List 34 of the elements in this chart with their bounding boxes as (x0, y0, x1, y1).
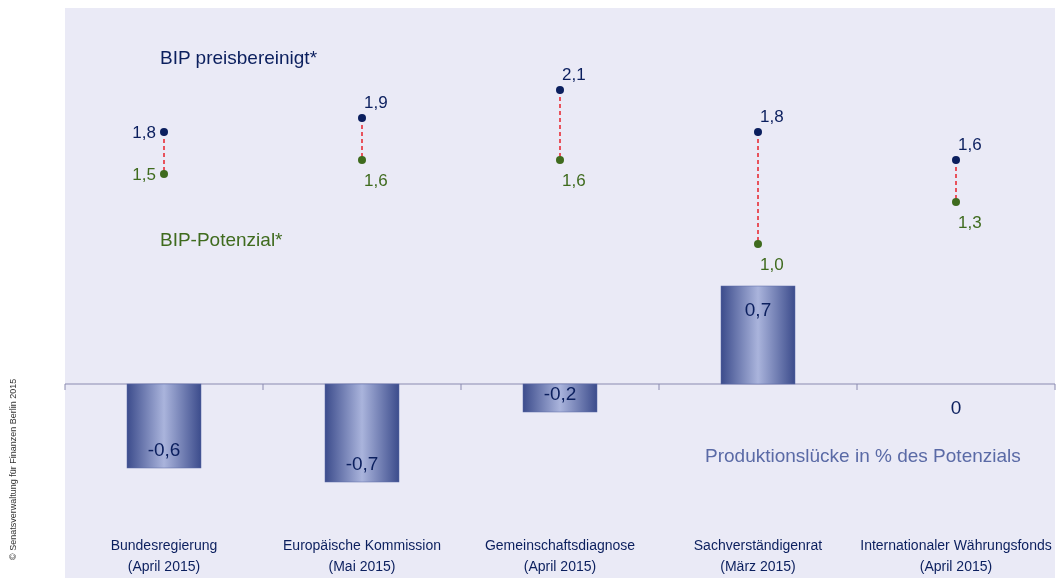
data-label: 1,8 (760, 107, 784, 126)
point (556, 156, 564, 164)
data-label: 1,9 (364, 93, 388, 112)
data-label: 0,7 (744, 299, 772, 320)
point (754, 240, 762, 248)
data-label: -0,2 (543, 383, 577, 404)
point (754, 128, 762, 136)
point (556, 86, 564, 94)
x-tick-label: Sachverständigenrat (März 2015) (693, 537, 823, 574)
point (952, 198, 960, 206)
text: Produktionslücke in % des Potenzials (705, 445, 1021, 466)
x-tick-label: Bundesregierung (April 2015) (110, 537, 218, 574)
x-tick-label: Internationaler Währungsfonds (April 2015) (860, 537, 1052, 574)
data-label: 1,6 (364, 171, 388, 190)
data-label: 1,8 (132, 123, 156, 142)
data-label: -0,7 (345, 453, 379, 474)
data-label: -0,6 (147, 439, 181, 460)
point (160, 170, 168, 178)
point (358, 156, 366, 164)
x-tick-label: Europäische Kommission (Mai 2015) (283, 537, 441, 574)
data-label: 1,0 (760, 255, 784, 274)
data-label: 1,6 (562, 171, 586, 190)
data-label: 1,6 (958, 135, 982, 154)
text: © Senatsverwaltung für Finanzen Berlin 2015 (8, 378, 18, 560)
text: BIP preisbereinigt* (160, 47, 318, 68)
data-label: 1,3 (958, 213, 982, 232)
data-label: 2,1 (562, 65, 586, 84)
point (358, 114, 366, 122)
data-label: 0 (950, 397, 962, 418)
data-label: 1,5 (132, 165, 156, 184)
text: BIP-Potenzial* (160, 229, 284, 250)
x-tick-label: Gemeinschaftsdiagnose (April 2015) (484, 537, 636, 574)
point (952, 156, 960, 164)
point (160, 128, 168, 136)
